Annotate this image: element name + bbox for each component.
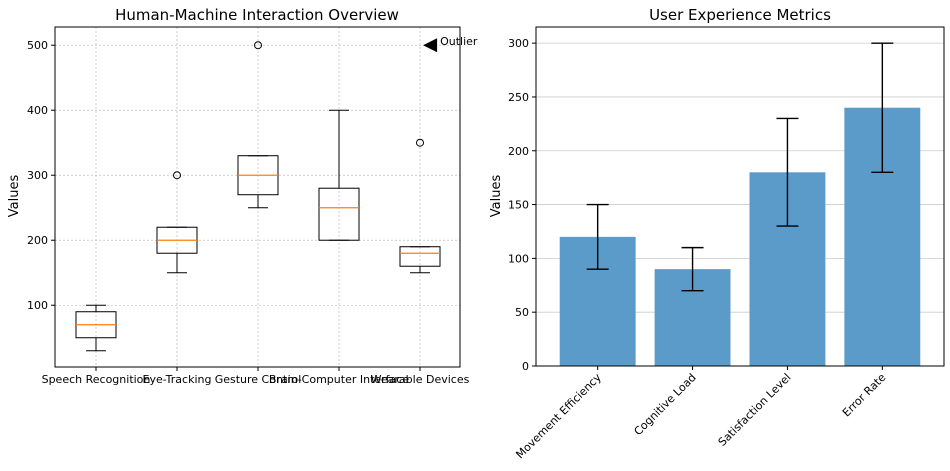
box (399, 246, 441, 267)
y-axis-label: Values (7, 175, 22, 218)
x-tick-label: Cognitive Load (632, 371, 699, 438)
annotation-arrow (423, 38, 438, 53)
chart-title: Human-Machine Interaction Overview (115, 6, 399, 24)
y-tick-label: 300 (508, 37, 529, 50)
plot-frame (54, 26, 461, 368)
y-tick-label: 100 (27, 299, 48, 312)
x-tick-label: Speech Recognition (42, 373, 151, 386)
outlier-point (416, 138, 424, 147)
x-tick-label: Eye-Tracking (143, 373, 212, 386)
bars (559, 107, 921, 366)
box-item (318, 109, 360, 241)
error-bar (681, 246, 704, 292)
y-tick-label: 150 (508, 199, 529, 212)
box (318, 187, 360, 241)
y-ticks: 100 200 300 400 500 (27, 39, 55, 312)
box-item (237, 41, 279, 209)
x-tick-label: Gesture Control (215, 373, 302, 386)
box-item (399, 138, 441, 274)
x-tick-label: Error Rate (840, 371, 889, 420)
y-ticks: 0 50 100 150 200 250 300 (508, 37, 536, 373)
annotation: Outlier (423, 35, 478, 53)
x-tick-label: Brain-Computer Interface (269, 373, 409, 386)
box-chart: Human-Machine Interaction Overview Value… (7, 6, 478, 386)
boxes (75, 41, 441, 352)
y-tick-label: 300 (27, 169, 48, 182)
y-tick-label: 200 (508, 145, 529, 158)
error-bar (586, 203, 609, 270)
bar-chart: User Experience Metrics Values 0 50 100 150… (489, 6, 945, 462)
y-tick-label: 250 (508, 91, 529, 104)
outlier-point (173, 171, 181, 180)
x-tick-label: Satisfaction Level (716, 371, 794, 449)
error-bars (586, 42, 894, 292)
plot-frame (535, 26, 945, 367)
x-ticks: Movement Efficiency Cognitive Load Satisfa… (513, 366, 889, 462)
x-tick-label: Movement Efficiency (513, 371, 604, 462)
y-tick-label: 0 (522, 360, 529, 373)
box-item (75, 304, 117, 352)
y-tick-label: 50 (515, 306, 529, 319)
error-bar (871, 42, 894, 173)
chart-title: User Experience Metrics (649, 6, 831, 24)
error-bar (776, 117, 799, 227)
y-tick-label: 400 (27, 104, 48, 117)
grid (55, 27, 460, 367)
y-tick-label: 500 (27, 39, 48, 52)
y-tick-label: 200 (27, 234, 48, 247)
box-item (156, 171, 198, 274)
x-tick-label: Wearable Devices (371, 373, 470, 386)
annotation-text: Outlier (440, 35, 478, 48)
outlier-point (254, 41, 262, 50)
y-axis-label: Values (489, 175, 504, 218)
y-tick-label: 100 (508, 252, 529, 265)
